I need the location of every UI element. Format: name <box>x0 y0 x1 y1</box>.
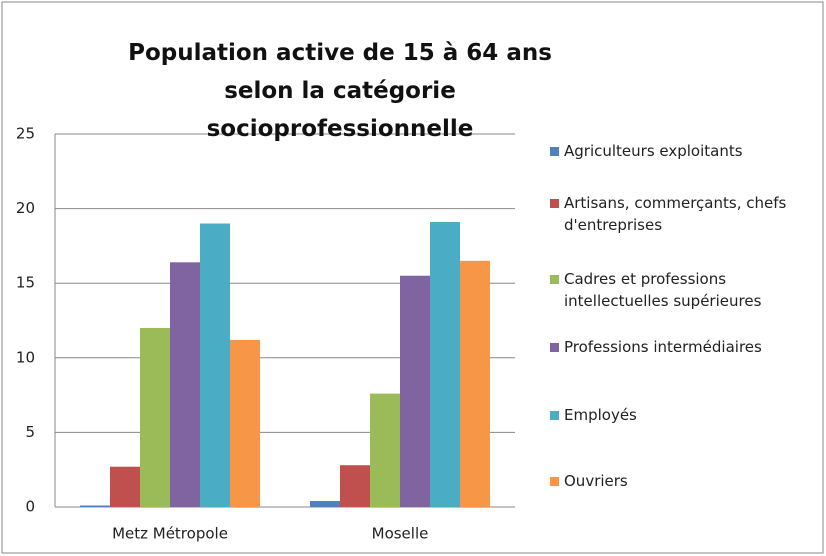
legend-label: Agriculteurs exploitants <box>564 142 743 160</box>
x-tick-label: Metz Métropole <box>112 525 228 543</box>
y-tick-label: 25 <box>16 125 35 143</box>
bar <box>340 465 370 507</box>
bar <box>80 505 110 507</box>
bar <box>370 393 400 507</box>
bar <box>140 327 170 507</box>
chart-title: Population active de 15 à 64 ans selon l… <box>128 40 552 142</box>
legend-label: Ouvriers <box>564 472 628 490</box>
bar <box>400 275 430 507</box>
y-tick-label: 10 <box>16 348 35 366</box>
y-tick-label: 20 <box>16 199 35 217</box>
bar <box>230 339 260 507</box>
bar <box>310 501 340 507</box>
bar <box>430 222 460 507</box>
legend-swatch <box>550 275 559 284</box>
bar <box>460 260 490 507</box>
bar <box>170 262 200 507</box>
bar <box>110 466 140 507</box>
legend-swatch <box>550 343 559 352</box>
legend-label: Professions intermédiaires <box>564 338 762 356</box>
legend-item: Ouvriers <box>550 470 814 492</box>
y-tick-label: 15 <box>16 274 35 292</box>
legend-swatch <box>550 477 559 486</box>
legend-label: Cadres et professions intellectuelles su… <box>564 270 762 310</box>
legend-label: Employés <box>564 406 637 424</box>
y-tick-label: 5 <box>25 423 35 441</box>
legend-item: Artisans, commerçants, chefs d'entrepris… <box>550 192 814 236</box>
x-tick-label: Moselle <box>372 525 429 543</box>
bar <box>200 223 230 507</box>
legend-item: Cadres et professions intellectuelles su… <box>550 268 814 312</box>
legend-swatch <box>550 199 559 208</box>
legend-item: Agriculteurs exploitants <box>550 140 814 162</box>
y-tick-label: 0 <box>25 498 35 516</box>
legend-swatch <box>550 411 559 420</box>
legend-item: Employés <box>550 404 814 426</box>
legend-item: Professions intermédiaires <box>550 336 814 358</box>
legend-label: Artisans, commerçants, chefs d'entrepris… <box>564 194 787 234</box>
legend-swatch <box>550 147 559 156</box>
